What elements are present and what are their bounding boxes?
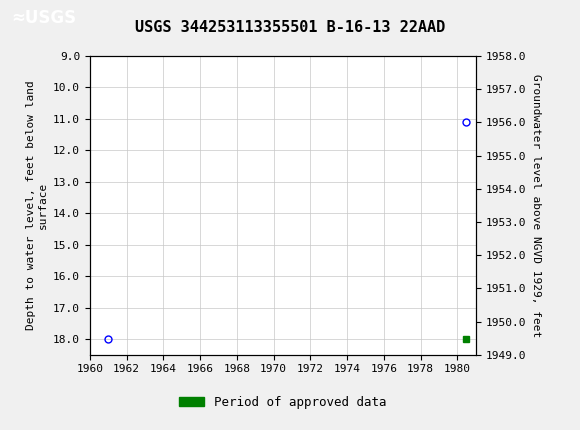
- Text: ≈USGS: ≈USGS: [12, 9, 77, 27]
- Y-axis label: Depth to water level, feet below land
surface: Depth to water level, feet below land su…: [26, 80, 48, 330]
- Legend: Period of approved data: Period of approved data: [174, 391, 392, 414]
- Text: USGS 344253113355501 B-16-13 22AAD: USGS 344253113355501 B-16-13 22AAD: [135, 21, 445, 35]
- Y-axis label: Groundwater level above NGVD 1929, feet: Groundwater level above NGVD 1929, feet: [531, 74, 541, 337]
